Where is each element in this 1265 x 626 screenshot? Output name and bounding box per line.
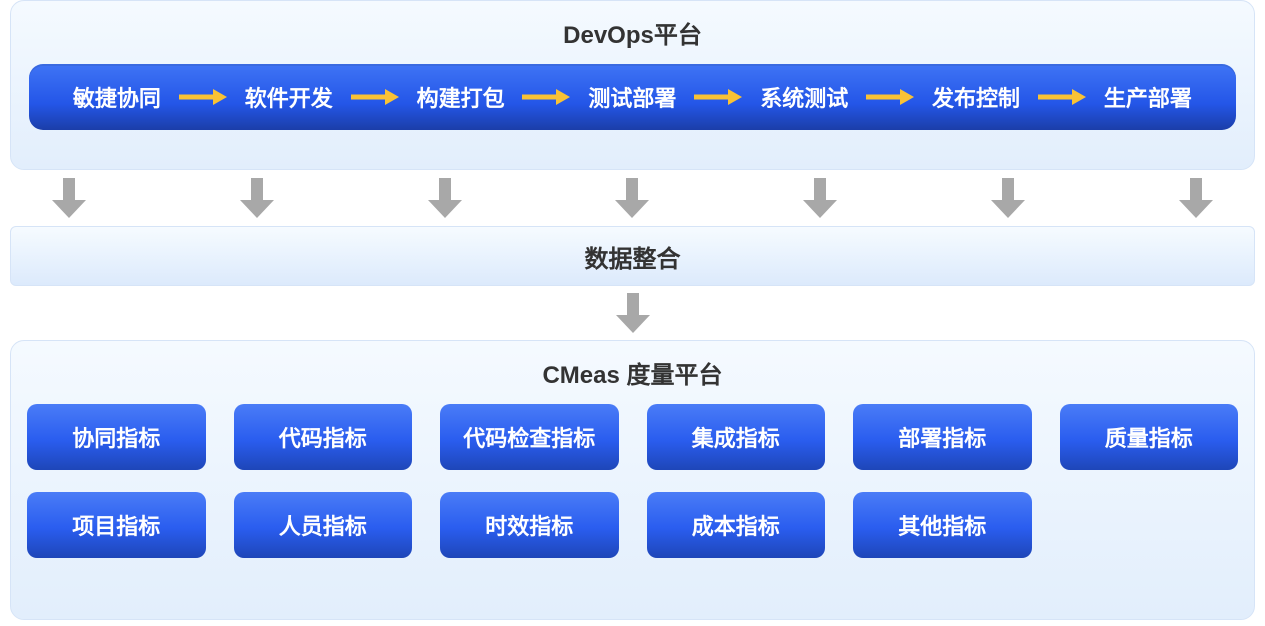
arrow-right-icon	[694, 88, 742, 106]
arrow-down-icon	[52, 178, 86, 218]
arrow-down-icon	[616, 293, 650, 333]
arrow-right-icon	[866, 88, 914, 106]
pipeline-stage: 系统测试	[760, 81, 848, 113]
arrow-right-icon	[351, 88, 399, 106]
metric-box: 项目指标	[27, 492, 206, 558]
single-down-arrow-row	[10, 286, 1255, 340]
cmeas-panel: CMeas 度量平台 协同指标 代码指标 代码检查指标 集成指标 部署指标 质量…	[10, 340, 1255, 620]
metric-box: 其他指标	[853, 492, 1032, 558]
pipeline-stage: 生产部署	[1104, 81, 1192, 113]
pipeline-stage: 软件开发	[245, 81, 333, 113]
arrow-down-icon	[240, 178, 274, 218]
pipeline-stage: 构建打包	[417, 81, 505, 113]
arrow-down-icon	[615, 178, 649, 218]
arrow-down-icon	[991, 178, 1025, 218]
arrow-down-icon	[1179, 178, 1213, 218]
arrow-down-icon	[428, 178, 462, 218]
arrow-right-icon	[522, 88, 570, 106]
arrow-right-icon	[179, 88, 227, 106]
arrow-right-icon	[1038, 88, 1086, 106]
data-integration-panel: 数据整合	[10, 226, 1255, 286]
devops-pipeline-bar: 敏捷协同 软件开发 构建打包 测试部署 系统测试 发布控制	[29, 64, 1236, 130]
cmeas-title: CMeas 度量平台	[27, 355, 1238, 390]
metric-box: 协同指标	[27, 404, 206, 470]
down-arrows-row	[10, 170, 1255, 226]
arrow-down-icon	[803, 178, 837, 218]
diagram-root: DevOps平台 敏捷协同 软件开发 构建打包 测试部署 系统测试 发布控制	[0, 0, 1265, 626]
metric-box: 时效指标	[440, 492, 619, 558]
pipeline-stage: 发布控制	[932, 81, 1020, 113]
metric-box: 人员指标	[234, 492, 413, 558]
metric-box: 成本指标	[647, 492, 826, 558]
devops-panel: DevOps平台 敏捷协同 软件开发 构建打包 测试部署 系统测试 发布控制	[10, 0, 1255, 170]
metric-box: 代码检查指标	[440, 404, 619, 470]
pipeline-stage: 敏捷协同	[73, 81, 161, 113]
metric-box: 集成指标	[647, 404, 826, 470]
data-integration-title: 数据整合	[585, 239, 681, 274]
pipeline-stage: 测试部署	[588, 81, 676, 113]
metric-box: 代码指标	[234, 404, 413, 470]
metrics-grid: 协同指标 代码指标 代码检查指标 集成指标 部署指标 质量指标 项目指标 人员指…	[27, 404, 1238, 558]
metric-box: 部署指标	[853, 404, 1032, 470]
metric-box: 质量指标	[1060, 404, 1239, 470]
devops-title: DevOps平台	[29, 15, 1236, 50]
